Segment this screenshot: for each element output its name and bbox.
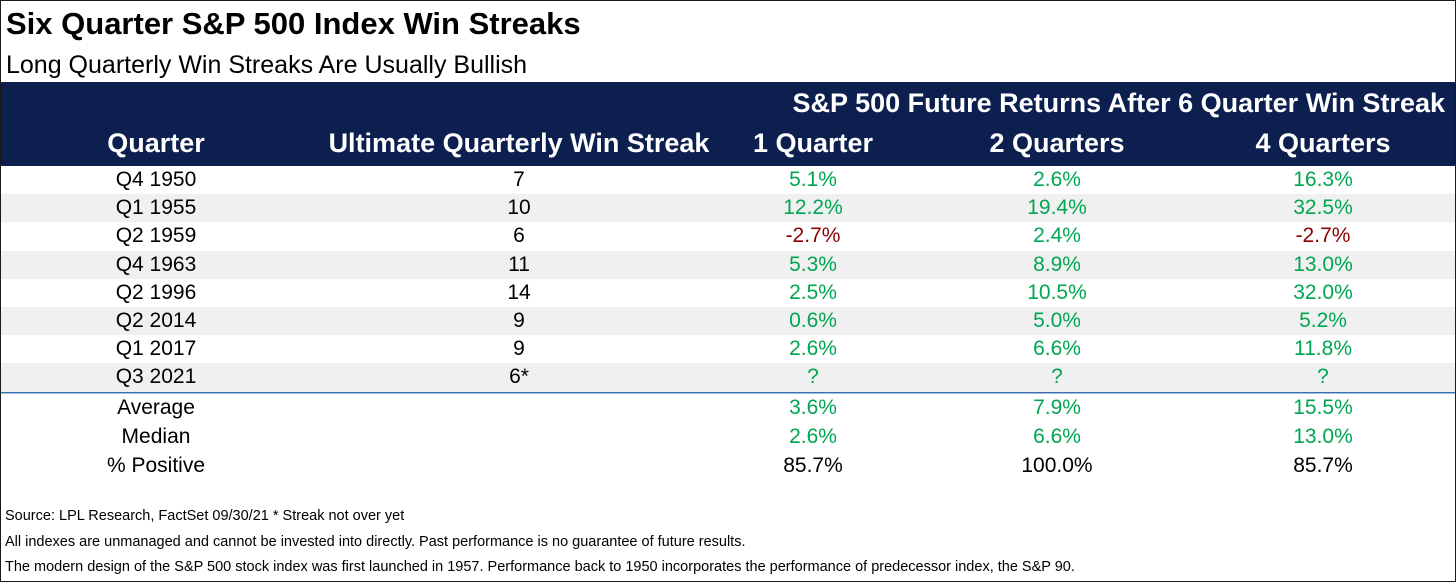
header-4-quarters: 4 Quarters	[1255, 128, 1391, 158]
header-1-quarter: 1 Quarter	[752, 128, 874, 158]
summary-4-quarters: 13.0%	[1293, 425, 1353, 448]
cell-win-streak: 9	[513, 337, 525, 361]
cell-1-quarter-return: 2.5%	[789, 280, 837, 304]
table-row: Q4 1950 7 5.1% 2.6% 16.3%	[1, 166, 1455, 194]
summary-label: Median	[121, 425, 191, 448]
cell-1-quarter-return: 2.6%	[789, 337, 837, 361]
cell-2-quarters-return: 8.9%	[1033, 252, 1081, 276]
cell-win-streak: 11	[508, 252, 530, 276]
summary-label: % Positive	[106, 454, 206, 477]
cell-2-quarters-return: ?	[1051, 365, 1063, 389]
header-group-label: S&P 500 Future Returns After 6 Quarter W…	[792, 88, 1445, 118]
cell-4-quarters-return: 32.5%	[1293, 196, 1353, 220]
summary-4-quarters: 85.7%	[1293, 454, 1353, 477]
table-row: Q2 2014 9 0.6% 5.0% 5.2%	[1, 306, 1455, 336]
summary-2-quarters: 7.9%	[1033, 396, 1081, 419]
summary-2-quarters: 6.6%	[1033, 425, 1081, 448]
cell-win-streak: 14	[507, 280, 531, 304]
cell-quarter: Q2 1996	[115, 280, 197, 304]
cell-quarter: Q3 2021	[115, 365, 197, 389]
summary-row: Median 2.6% 6.6% 13.0%	[1, 423, 1455, 452]
cell-4-quarters-return: ?	[1317, 365, 1329, 389]
table-row: Q4 1963 11 5.3% 8.9% 13.0%	[1, 250, 1455, 279]
table-body: Q4 1950 7 5.1% 2.6% 16.3% Q1 1955 10 12.2% 19.4%…	[1, 166, 1455, 392]
summary-label: Average	[117, 396, 195, 419]
cell-quarter: Q1 2017	[115, 337, 197, 361]
table-row: Q1 1955 10 12.2% 19.4% 32.5%	[1, 194, 1455, 223]
cell-2-quarters-return: 10.5%	[1027, 280, 1087, 304]
cell-2-quarters-return: 6.6%	[1033, 337, 1081, 361]
footnote-source: Source: LPL Research, FactSet 09/30/21 *…	[5, 508, 405, 524]
cell-win-streak: 9	[513, 308, 525, 332]
table-row: Q3 2021 6*???	[1, 363, 1455, 392]
header-quarter: Quarter	[107, 128, 205, 158]
cell-4-quarters-return: 5.2%	[1299, 308, 1347, 332]
summary-1-quarter: 3.6%	[789, 396, 837, 419]
cell-4-quarters-return: 13.0%	[1293, 252, 1353, 276]
summary-divider	[1, 392, 1455, 394]
cell-4-quarters-return: 16.3%	[1293, 168, 1353, 191]
summary-body: Average 3.6% 7.9% 15.5% Median 2.6% 6.6% 13.0%%…	[1, 394, 1455, 481]
cell-quarter: Q2 2014	[115, 308, 197, 332]
cell-2-quarters-return: 2.6%	[1033, 168, 1081, 191]
cell-1-quarter-return: 5.3%	[789, 252, 837, 276]
cell-quarter: Q4 1963	[115, 252, 197, 276]
summary-1-quarter: 2.6%	[789, 425, 837, 448]
cell-1-quarter-return: 5.1%	[789, 168, 837, 191]
cell-1-quarter-return: -2.7%	[785, 224, 841, 248]
page-title: Six Quarter S&P 500 Index Win Streaks	[6, 6, 581, 41]
cell-win-streak: 10	[507, 196, 531, 220]
cell-1-quarter-return: ?	[807, 365, 819, 389]
cell-quarter: Q2 1959	[115, 224, 197, 248]
cell-win-streak: 6*	[509, 365, 529, 389]
cell-2-quarters-return: 2.4%	[1033, 224, 1081, 248]
table-row: Q2 1959 6 -2.7% 2.4% -2.7%	[1, 222, 1455, 250]
cell-win-streak: 6	[513, 224, 525, 248]
footnote-disclaimer: All indexes are unmanaged and cannot be …	[5, 534, 746, 550]
table-header: S&P 500 Future Returns After 6 Quarter W…	[1, 82, 1455, 166]
cell-4-quarters-return: 32.0%	[1293, 280, 1353, 304]
summary-row: Average 3.6% 7.9% 15.5%	[1, 394, 1455, 423]
cell-quarter: Q4 1950	[115, 168, 197, 191]
cell-4-quarters-return: 11.8%	[1294, 337, 1352, 361]
cell-1-quarter-return: 0.6%	[789, 308, 837, 332]
summary-row: % Positive 85.7% 100.0% 85.7%	[1, 452, 1455, 481]
cell-1-quarter-return: 12.2%	[783, 196, 843, 220]
cell-2-quarters-return: 5.0%	[1033, 308, 1081, 332]
page-subtitle: Long Quarterly Win Streaks Are Usually B…	[6, 51, 528, 79]
summary-4-quarters: 15.5%	[1293, 396, 1353, 419]
cell-win-streak: 7	[513, 168, 525, 191]
summary-2-quarters: 100.0%	[1021, 454, 1093, 477]
summary-1-quarter: 85.7%	[783, 454, 843, 477]
header-win-streak: Ultimate Quarterly Win Streak	[328, 128, 710, 158]
cell-quarter: Q1 1955	[115, 196, 197, 220]
cell-2-quarters-return: 19.4%	[1027, 196, 1087, 220]
header-2-quarters: 2 Quarters	[989, 128, 1125, 158]
table-row: Q2 1996 14 2.5% 10.5% 32.0%	[1, 279, 1455, 307]
footnote-index-history: The modern design of the S&P 500 stock i…	[5, 559, 1075, 575]
cell-4-quarters-return: -2.7%	[1295, 224, 1351, 248]
table-row: Q1 2017 9 2.6% 6.6% 11.8%	[1, 335, 1455, 363]
